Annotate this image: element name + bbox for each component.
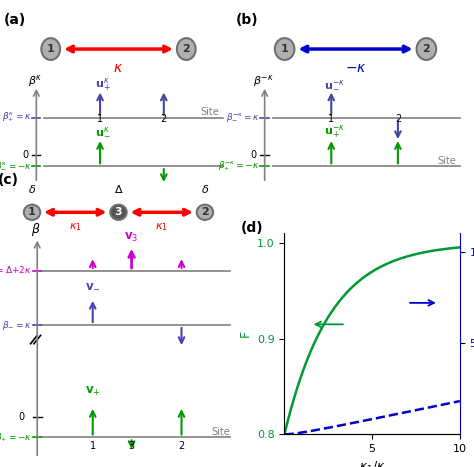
Text: $\beta^{-\kappa}_{-}{=}\kappa$: $\beta^{-\kappa}_{-}{=}\kappa$	[226, 112, 260, 124]
Text: $\mathbf{u}^{-\kappa}_{+}$: $\mathbf{u}^{-\kappa}_{+}$	[324, 123, 345, 140]
Text: 1: 1	[28, 207, 36, 217]
Text: 2: 2	[182, 44, 190, 54]
Circle shape	[177, 38, 196, 60]
Text: 2: 2	[422, 44, 430, 54]
Circle shape	[275, 38, 294, 60]
Text: 3: 3	[128, 441, 135, 451]
Text: 2: 2	[178, 441, 185, 451]
Text: 0: 0	[23, 150, 29, 160]
Text: $\beta^{-\kappa}$: $\beta^{-\kappa}$	[253, 73, 274, 89]
Text: $\kappa_1$: $\kappa_1$	[69, 221, 82, 233]
Text: $\mathbf{v}_{-}$: $\mathbf{v}_{-}$	[85, 277, 100, 290]
Text: Site: Site	[201, 107, 219, 117]
Text: (b): (b)	[236, 13, 258, 27]
Text: Site: Site	[437, 156, 456, 166]
Text: 1: 1	[97, 114, 103, 124]
Text: $\beta^{\kappa}_{+}{=}\kappa$: $\beta^{\kappa}_{+}{=}\kappa$	[2, 111, 32, 124]
Text: $\mathbf{u}^{-\kappa}_{-}$: $\mathbf{u}^{-\kappa}_{-}$	[324, 78, 345, 91]
Text: (c): (c)	[0, 173, 19, 187]
Text: $\mathbf{u}^{\kappa}_{-}$: $\mathbf{u}^{\kappa}_{-}$	[95, 126, 111, 138]
Text: 2: 2	[201, 207, 209, 217]
Text: 3: 3	[115, 207, 122, 217]
Text: 0: 0	[18, 411, 25, 422]
Text: 0: 0	[251, 150, 257, 160]
Circle shape	[110, 205, 127, 220]
Text: 1: 1	[281, 44, 289, 54]
Text: $\delta$: $\delta$	[201, 183, 209, 195]
Text: 1: 1	[47, 44, 55, 54]
Text: $\delta$: $\delta$	[28, 183, 36, 195]
Text: $\beta$: $\beta$	[31, 221, 41, 239]
Text: $\mathbf{v}_{+}$: $\mathbf{v}_{+}$	[85, 385, 100, 398]
Circle shape	[197, 205, 213, 220]
Y-axis label: F: F	[238, 330, 251, 338]
Text: $\beta^{-\kappa}_{+}{=}{-}\kappa$: $\beta^{-\kappa}_{+}{=}{-}\kappa$	[218, 160, 260, 173]
Text: $-\kappa$: $-\kappa$	[345, 61, 366, 75]
Text: $\beta_{+}{=}{-}\kappa$: $\beta_{+}{=}{-}\kappa$	[0, 431, 32, 444]
Text: $\beta_3{=}\Delta{+}2\kappa$: $\beta_3{=}\Delta{+}2\kappa$	[0, 264, 32, 277]
Circle shape	[41, 38, 60, 60]
Text: 1: 1	[90, 441, 96, 451]
Circle shape	[24, 205, 40, 220]
X-axis label: $\kappa_1/\kappa$: $\kappa_1/\kappa$	[359, 460, 385, 467]
Text: $\kappa_1$: $\kappa_1$	[155, 221, 168, 233]
Text: Site: Site	[211, 427, 230, 437]
Text: $\beta^{\kappa}$: $\beta^{\kappa}$	[28, 73, 42, 89]
Text: $\beta^{\kappa}_{-}{=}{-}\kappa$: $\beta^{\kappa}_{-}{=}{-}\kappa$	[0, 160, 32, 172]
Text: (d): (d)	[240, 221, 263, 235]
Text: 2: 2	[395, 114, 401, 124]
Text: $\beta_{-}{=}\kappa$: $\beta_{-}{=}\kappa$	[2, 318, 32, 332]
Text: $\Delta$: $\Delta$	[114, 183, 123, 195]
Circle shape	[417, 38, 436, 60]
Text: $\kappa$: $\kappa$	[113, 61, 124, 75]
Text: 1: 1	[328, 114, 334, 124]
Text: 2: 2	[161, 114, 167, 124]
Text: $\mathbf{u}^{\kappa}_{+}$: $\mathbf{u}^{\kappa}_{+}$	[95, 76, 111, 93]
Text: (a): (a)	[4, 13, 26, 27]
Text: $\mathbf{v}_3$: $\mathbf{v}_3$	[124, 231, 139, 244]
